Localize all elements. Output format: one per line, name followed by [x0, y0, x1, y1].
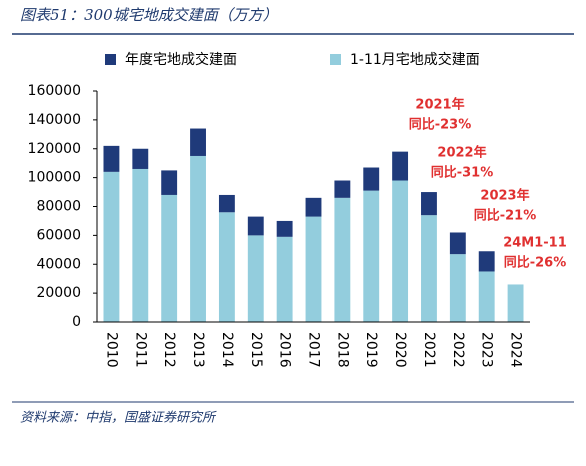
x-tick-label: 2013	[190, 332, 206, 368]
bar-segment	[334, 197, 351, 322]
bar-segment	[305, 216, 322, 322]
legend-label: 年度宅地成交建面	[125, 51, 237, 68]
annotation: 同比-31%	[431, 165, 494, 181]
source: 资料来源：中指，国盛证券研究所	[20, 410, 217, 426]
bar-segment	[161, 170, 178, 195]
annotation: 同比-23%	[409, 117, 472, 133]
bar-segment	[132, 168, 149, 322]
bar-segment	[190, 128, 206, 156]
bar-segment	[276, 220, 293, 237]
bar-segment	[218, 212, 235, 322]
bar-segment	[132, 148, 149, 169]
annotation: 同比-26%	[504, 255, 567, 271]
annotation: 24M1-11	[503, 236, 567, 251]
bar-segment	[449, 232, 466, 255]
legend-label: 1-11月宅地成交建面	[350, 51, 480, 68]
y-tick-label: 80000	[36, 199, 81, 215]
y-tick-label: 0	[72, 314, 81, 330]
bar-segment	[392, 151, 409, 181]
bar-segment	[421, 215, 437, 322]
x-tick-label: 2022	[450, 332, 466, 368]
bar-segment	[103, 145, 120, 172]
bar-segment	[161, 194, 178, 322]
bar-segment	[507, 284, 524, 322]
y-tick-label: 60000	[36, 227, 81, 243]
x-tick-label: 2024	[508, 332, 524, 368]
x-tick-label: 2023	[479, 332, 495, 368]
annotation: 同比-21%	[474, 208, 537, 224]
y-tick-label: 120000	[28, 141, 81, 157]
y-tick-label: 100000	[28, 170, 81, 186]
x-tick-label: 2011	[132, 332, 148, 368]
y-tick-label: 140000	[28, 112, 81, 128]
bar-segment	[247, 216, 264, 236]
bar-segment	[218, 194, 235, 213]
chart-title: 图表51：300城宅地成交建面（万方）	[20, 6, 278, 24]
x-tick-label: 2010	[103, 332, 119, 368]
x-tick-label: 2017	[306, 332, 322, 368]
annotation: 2021年	[415, 97, 464, 113]
bar-segment	[305, 197, 322, 217]
y-tick-label: 40000	[36, 256, 81, 272]
y-tick-label: 20000	[36, 285, 81, 301]
x-tick-label: 2019	[363, 332, 379, 368]
bar-segment	[449, 254, 466, 322]
x-tick-label: 2015	[248, 332, 264, 368]
legend-swatch	[330, 54, 341, 65]
x-tick-label: 2012	[161, 332, 177, 368]
legend-swatch	[105, 54, 116, 65]
bar-segment	[103, 171, 120, 322]
bar-segment	[247, 235, 264, 322]
bar-segment	[392, 180, 409, 322]
bar-segment	[478, 251, 495, 272]
bar-segment	[363, 167, 380, 191]
bar-segment	[190, 155, 206, 322]
bar-segment	[363, 190, 380, 322]
x-tick-label: 2018	[334, 332, 350, 368]
bar-segment	[421, 192, 437, 216]
x-tick-label: 2021	[421, 332, 437, 368]
bar-segment	[276, 236, 293, 322]
annotation: 2022年	[437, 145, 486, 161]
x-tick-label: 2014	[219, 332, 235, 368]
x-tick-label: 2020	[392, 332, 408, 368]
y-tick-label: 160000	[28, 83, 81, 99]
bar-segment	[478, 271, 495, 322]
bar-segment	[334, 180, 351, 198]
annotation: 2023年	[480, 188, 529, 204]
x-tick-label: 2016	[277, 332, 293, 368]
